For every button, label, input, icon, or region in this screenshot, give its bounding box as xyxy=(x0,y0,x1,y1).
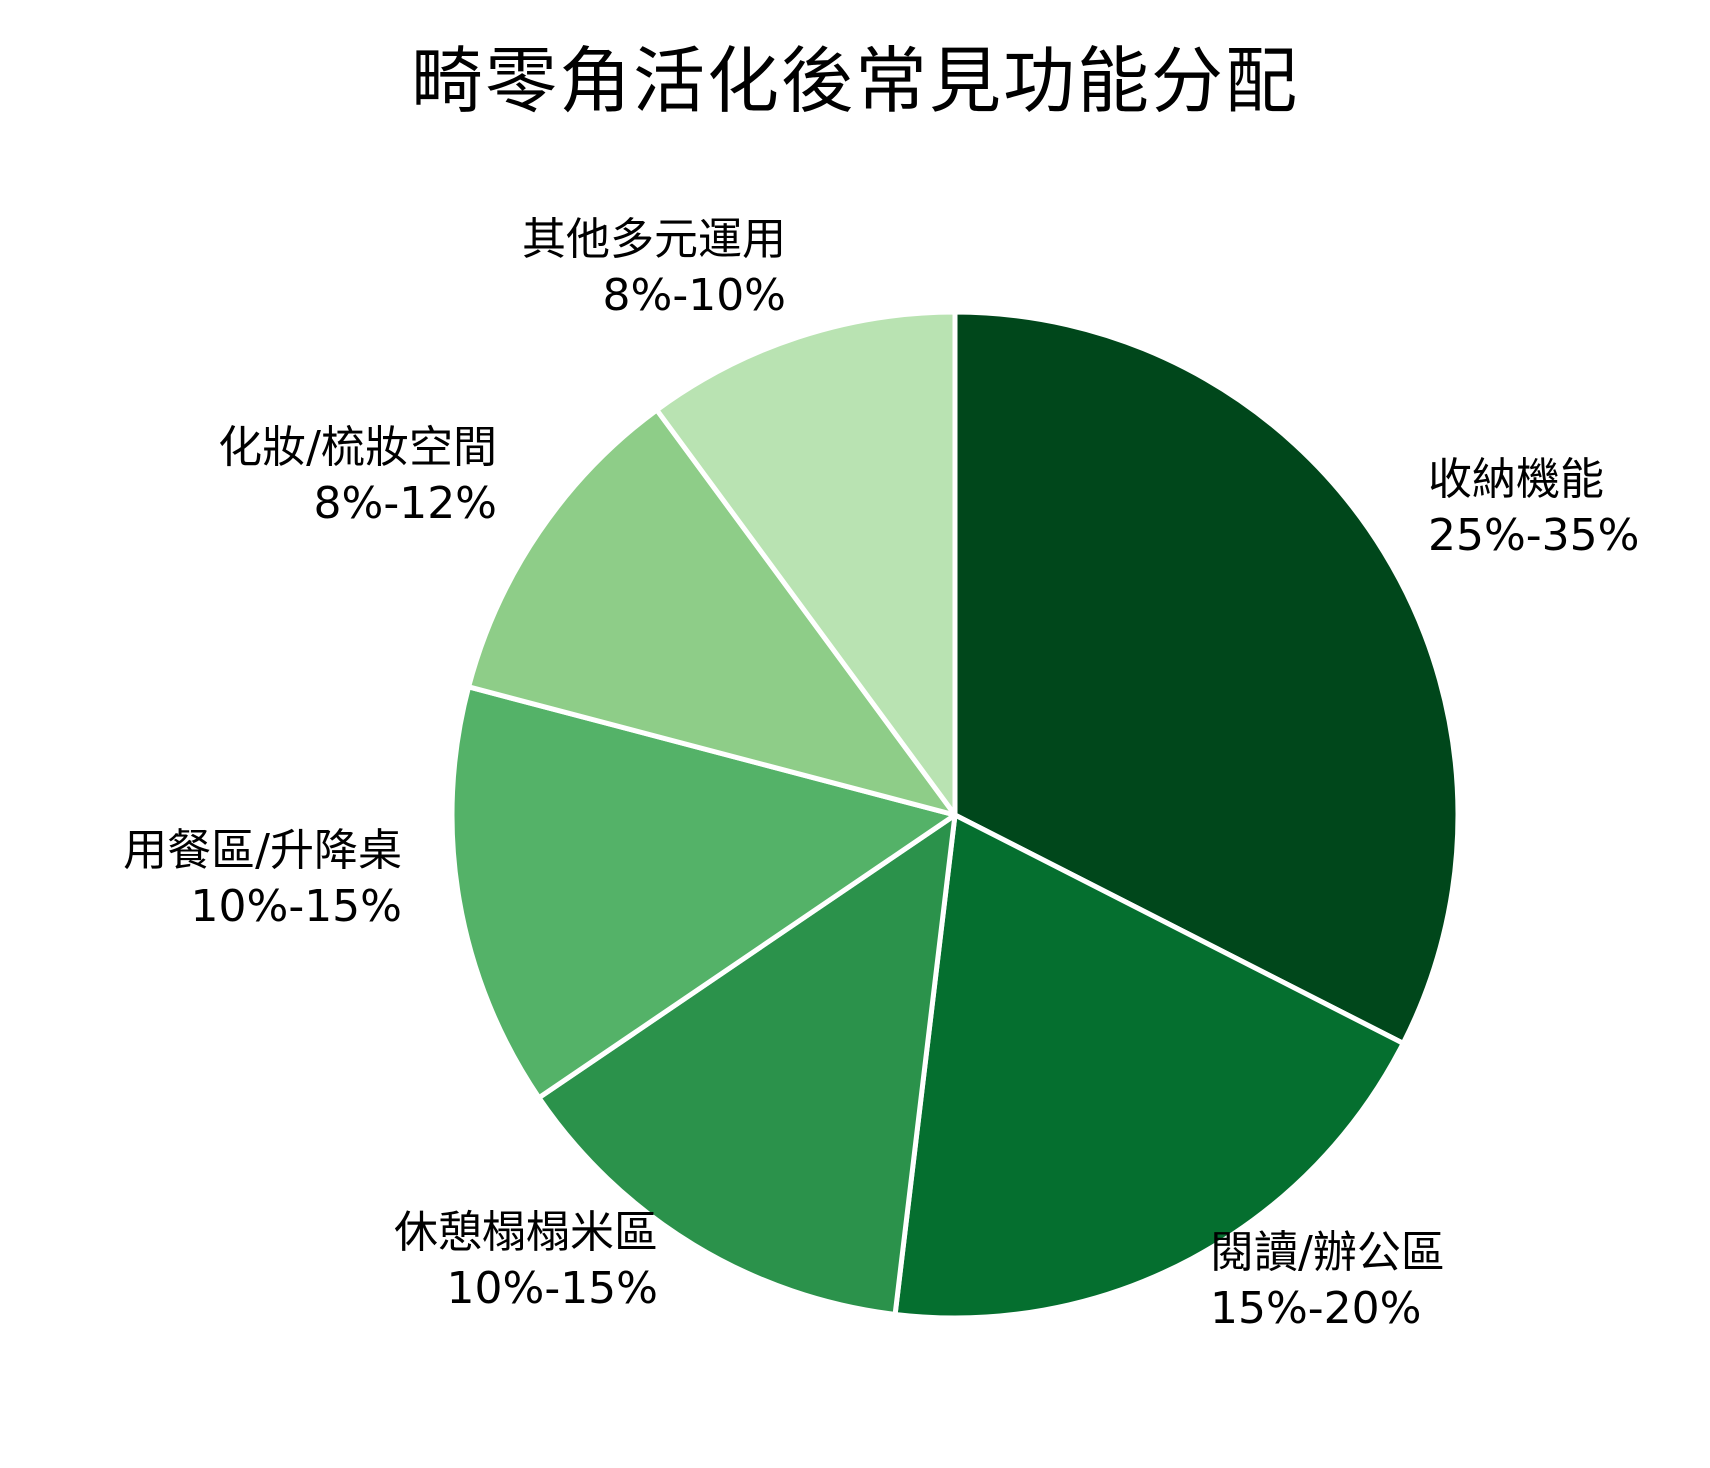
slice-label-tatami: 休憩榻榻米區 10%-15% xyxy=(394,1205,658,1317)
slice-label-range: 10%-15% xyxy=(190,881,402,932)
slice-label-name: 化妝/梳妝空間 xyxy=(218,422,497,473)
slice-label-reading-office: 閱讀/辦公區 15%-20% xyxy=(1210,1225,1445,1337)
slice-label-range: 10%-15% xyxy=(446,1263,658,1314)
slice-label-range: 8%-10% xyxy=(602,270,786,321)
chart-title: 畸零角活化後常見功能分配 xyxy=(410,39,1299,123)
slice-label-name: 用餐區/升降桌 xyxy=(123,825,402,876)
slice-label-vanity: 化妝/梳妝空間 8%-12% xyxy=(218,420,497,532)
slice-label-storage: 收納機能 25%-35% xyxy=(1428,452,1639,564)
pie-slices xyxy=(449,309,1461,1321)
pie-slice xyxy=(952,309,1461,1046)
slice-label-dining: 用餐區/升降桌 10%-15% xyxy=(123,823,402,935)
slice-label-name: 閱讀/辦公區 xyxy=(1210,1227,1445,1278)
slice-label-name: 其他多元運用 xyxy=(522,214,786,265)
slice-label-name: 休憩榻榻米區 xyxy=(394,1207,658,1258)
slice-label-other: 其他多元運用 8%-10% xyxy=(522,212,786,324)
pie-slice xyxy=(892,812,1406,1321)
pie-slice xyxy=(449,684,958,1101)
pie-slice xyxy=(536,812,958,1317)
pie-slice xyxy=(654,309,958,818)
slice-label-range: 25%-35% xyxy=(1428,510,1640,561)
slice-label-range: 8%-12% xyxy=(313,478,497,529)
pie-slice xyxy=(466,407,958,818)
slice-label-range: 15%-20% xyxy=(1210,1283,1422,1334)
slice-label-name: 收納機能 xyxy=(1428,454,1604,505)
